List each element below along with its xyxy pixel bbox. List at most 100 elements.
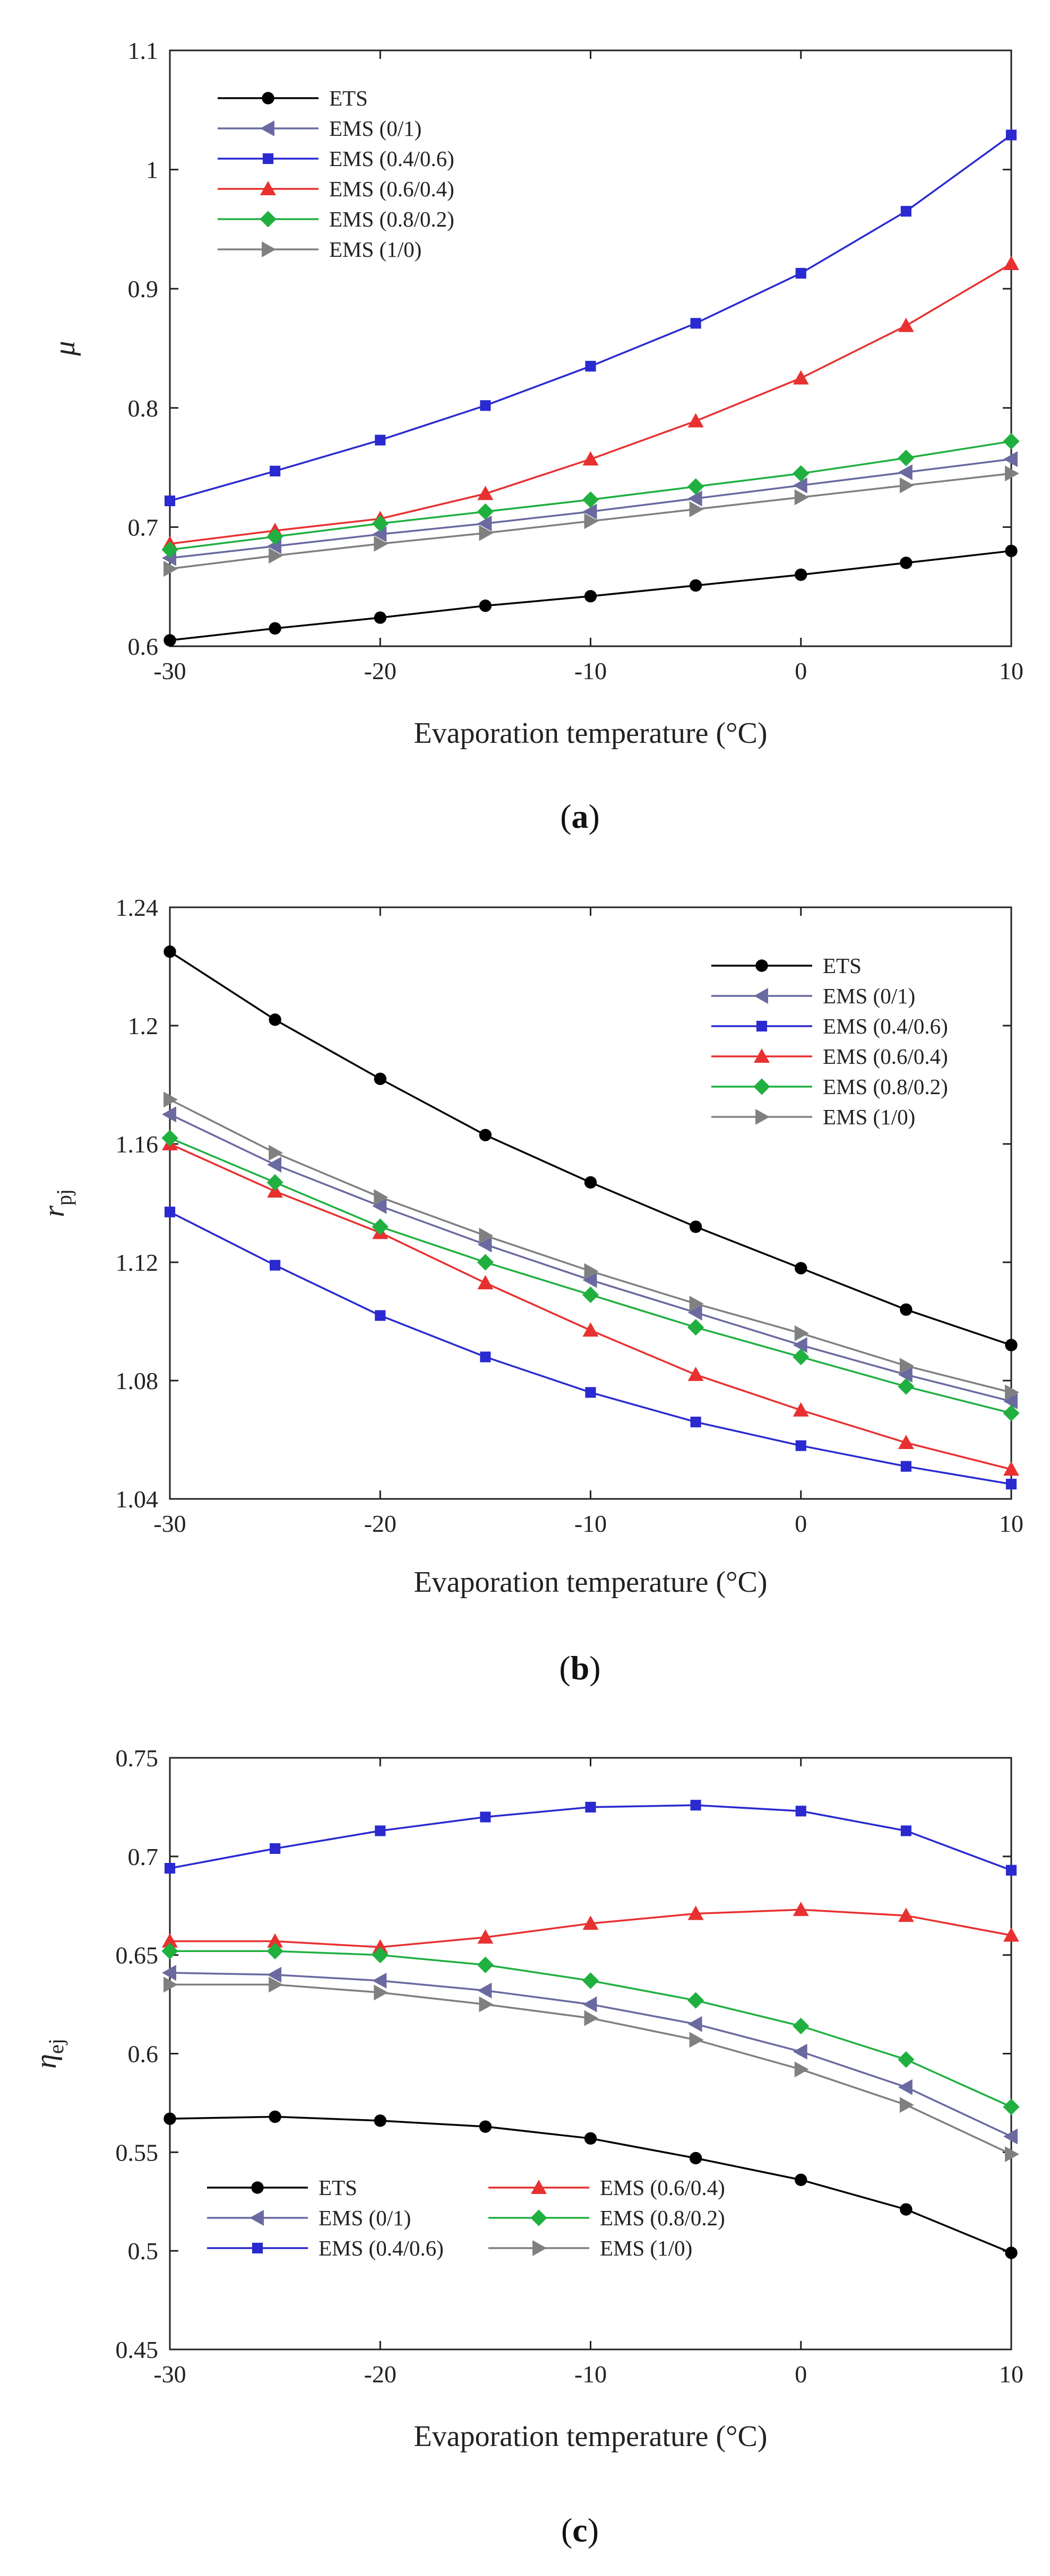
data-point <box>687 1319 704 1336</box>
caption-letter: b <box>571 1649 590 1687</box>
data-point <box>1003 1393 1018 1409</box>
data-point <box>270 1843 281 1854</box>
series-line <box>169 951 1012 1346</box>
y-axis-symbol: r <box>38 1205 71 1217</box>
data-point <box>375 1310 386 1321</box>
y-tick-label: 0.7 <box>128 514 159 541</box>
legend-label: EMS (1/0) <box>600 2236 692 2260</box>
series-ems-0-8-0-2- <box>161 1130 1020 1421</box>
data-point <box>1005 1864 1017 1876</box>
series-ems-0-6-0-4- <box>162 1902 1019 1954</box>
legend-marker <box>262 92 274 105</box>
x-axis-label: Evaporation temperature (°C) <box>414 2420 767 2453</box>
caption-open: ( <box>560 797 571 835</box>
data-point <box>266 1174 283 1191</box>
data-point <box>372 1198 387 1215</box>
y-tick-label: 0.8 <box>128 395 159 422</box>
data-point <box>162 1106 176 1123</box>
legend-marker <box>262 153 274 164</box>
data-point <box>793 1902 809 1916</box>
legend-marker <box>754 1048 770 1063</box>
legend-entry: EMS (0.8/0.2) <box>488 2206 725 2230</box>
series-ems-0-8-0-2- <box>161 433 1020 558</box>
data-point <box>582 1272 597 1288</box>
data-point <box>163 945 176 958</box>
series-ems-0-8-0-2- <box>161 1942 1020 2115</box>
data-point <box>1005 1479 1017 1490</box>
legend-label: EMS (0.6/0.4) <box>600 2175 725 2200</box>
data-point <box>163 561 178 577</box>
legend-entry: ETS <box>207 2175 357 2200</box>
data-point <box>372 515 389 532</box>
data-point <box>479 1129 492 1141</box>
data-point <box>794 2061 809 2078</box>
data-point <box>375 435 386 446</box>
data-point <box>900 1461 911 1472</box>
legend-label: ETS <box>823 953 862 978</box>
data-point <box>1003 1461 1019 1476</box>
legend-label: EMS (1/0) <box>823 1105 915 1129</box>
legend-label: EMS (0.4/0.6) <box>823 1014 948 1038</box>
data-point <box>584 513 599 530</box>
series-ets <box>163 2110 1018 2259</box>
series-ems-0-1- <box>162 451 1018 566</box>
data-point <box>795 1806 806 1817</box>
y-tick-label: 1.12 <box>116 1249 159 1276</box>
legend-entry: EMS (0.4/0.6) <box>711 1014 948 1038</box>
data-point <box>164 1863 176 1874</box>
data-point <box>900 557 913 569</box>
legend-marker <box>262 241 276 257</box>
legend-entry: ETS <box>218 86 368 110</box>
legend-entry: EMS (0/1) <box>711 984 915 1008</box>
data-point <box>162 1965 176 1981</box>
y-tick-label: 0.65 <box>116 1942 159 1969</box>
y-tick-label: 0.6 <box>128 2041 159 2068</box>
legend: ETS EMS (0/1) EMS (0.4/0.6) EMS (0.6/0.4) EM… <box>218 86 454 262</box>
data-point <box>161 1942 178 1959</box>
data-point <box>372 1973 387 1989</box>
data-point <box>372 526 387 542</box>
legend-label: EMS (0.8/0.2) <box>600 2206 725 2230</box>
y-axis-subscript: ej <box>44 2039 68 2054</box>
x-tick-label: -20 <box>364 2361 397 2388</box>
data-point <box>477 515 492 532</box>
data-point <box>793 1402 809 1417</box>
caption-close: ) <box>589 1649 600 1687</box>
legend-marker <box>756 1020 768 1032</box>
legend-entry: EMS (1/0) <box>488 2236 692 2260</box>
legend-marker <box>260 211 277 228</box>
data-point <box>477 1929 494 1944</box>
data-point <box>900 206 911 217</box>
data-point <box>585 1801 596 1812</box>
data-point <box>374 1984 389 2001</box>
data-point <box>163 634 176 647</box>
y-tick-label: 1.08 <box>116 1367 159 1394</box>
data-point <box>480 1811 491 1823</box>
x-tick-label: -10 <box>574 657 607 684</box>
data-point <box>689 1220 702 1233</box>
data-point <box>1005 544 1018 558</box>
series-line <box>169 1211 1012 1485</box>
series-ems-0-4-0-6- <box>164 1207 1017 1490</box>
legend-marker <box>252 2242 263 2254</box>
legend-marker <box>755 1109 770 1125</box>
data-point <box>1003 2098 1020 2115</box>
legend-marker <box>260 181 276 195</box>
x-axis-label: Evaporation temperature (°C) <box>414 717 767 750</box>
data-point <box>793 1348 810 1365</box>
legend-marker <box>531 2180 547 2194</box>
caption-letter: a <box>572 797 589 835</box>
y-tick-label: 0.5 <box>128 2237 159 2265</box>
y-tick-label: 1.04 <box>116 1486 159 1513</box>
data-point <box>582 504 597 520</box>
series-ems-0-1- <box>162 1965 1018 2145</box>
data-point <box>477 485 494 500</box>
data-point <box>899 477 914 493</box>
x-tick-label: 10 <box>999 1510 1023 1537</box>
data-point <box>269 1144 283 1161</box>
series-ems-0-4-0-6- <box>164 1800 1017 1876</box>
data-point <box>689 2152 702 2165</box>
caption-close: ) <box>589 797 600 835</box>
data-point <box>899 1358 914 1374</box>
x-tick-label: 0 <box>795 1510 807 1537</box>
